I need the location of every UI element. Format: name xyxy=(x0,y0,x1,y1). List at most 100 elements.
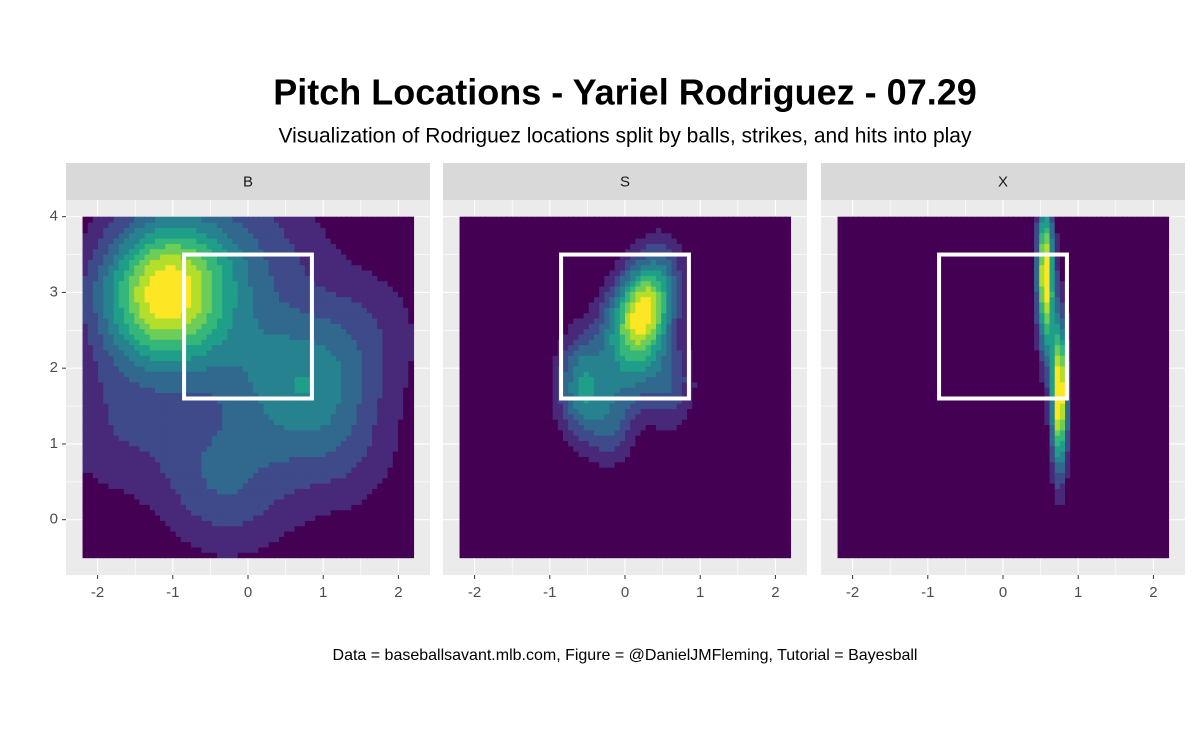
density-cell xyxy=(108,419,115,426)
density-cell xyxy=(315,355,321,362)
density-cell xyxy=(279,435,285,441)
density-cell xyxy=(123,509,130,516)
density-cell xyxy=(304,232,311,239)
density-cell xyxy=(325,227,332,234)
density-cell xyxy=(764,509,771,516)
density-cell xyxy=(764,520,771,527)
density-cell xyxy=(666,520,673,527)
density-cell xyxy=(341,307,347,314)
density-cell xyxy=(377,259,384,266)
density-cell xyxy=(113,333,120,340)
density-cell xyxy=(335,477,342,484)
density-cell xyxy=(108,285,115,292)
density-cell xyxy=(211,259,218,266)
density-cell xyxy=(139,477,146,484)
density-cell xyxy=(222,477,228,484)
density-cell xyxy=(749,514,755,521)
density-cell xyxy=(253,456,259,463)
density-cell xyxy=(377,435,384,441)
density-cell xyxy=(216,275,223,282)
density-cell xyxy=(268,365,275,372)
density-cell xyxy=(372,285,378,292)
density-cell xyxy=(397,456,404,463)
density-cell xyxy=(134,467,141,473)
density-cell xyxy=(361,408,368,415)
density-cell xyxy=(372,387,378,394)
density-cell xyxy=(237,376,244,383)
density-cell xyxy=(315,504,321,511)
density-cell xyxy=(103,264,109,271)
density-cell xyxy=(175,323,182,330)
density-cell xyxy=(108,461,115,468)
density-cell xyxy=(335,323,342,330)
density-cell xyxy=(108,493,115,500)
density-cell xyxy=(351,259,358,266)
density-cell xyxy=(403,504,409,511)
density-cell xyxy=(108,477,115,484)
density-cell xyxy=(206,344,213,351)
density-cell xyxy=(635,546,642,553)
density-cell xyxy=(346,429,353,436)
density-cell xyxy=(165,285,172,292)
density-cell xyxy=(87,493,94,500)
density-cell xyxy=(227,504,234,511)
density-cell xyxy=(279,445,285,452)
density-cell xyxy=(154,509,161,516)
density-cell xyxy=(289,504,296,511)
density-cell xyxy=(227,365,234,372)
density-cell xyxy=(366,237,373,244)
density-cell xyxy=(98,291,104,298)
density-cell xyxy=(372,264,378,271)
density-cell xyxy=(227,451,234,457)
density-cell xyxy=(459,498,466,505)
density-cell xyxy=(387,440,394,447)
density-cell xyxy=(382,514,389,521)
density-cell xyxy=(98,472,104,479)
density-cell xyxy=(268,296,275,303)
density-cell xyxy=(351,546,358,553)
density-cell xyxy=(139,301,146,308)
density-cell xyxy=(299,328,306,335)
density-cell xyxy=(154,477,161,484)
density-cell xyxy=(242,541,249,548)
density-cell xyxy=(346,232,353,239)
density-cell xyxy=(459,483,466,489)
density-cell xyxy=(738,498,745,505)
density-cell xyxy=(387,216,394,223)
density-cell xyxy=(144,408,151,415)
density-cell xyxy=(397,365,404,372)
density-cell xyxy=(294,451,301,457)
density-cell xyxy=(351,269,358,276)
density-cell xyxy=(578,520,585,527)
density-cell xyxy=(733,498,740,505)
density-cell xyxy=(134,323,141,330)
density-cell xyxy=(165,371,172,378)
density-cell xyxy=(403,397,409,404)
density-cell xyxy=(614,509,621,516)
density-cell xyxy=(139,541,146,548)
density-cell xyxy=(98,413,104,420)
density-cell xyxy=(681,504,688,511)
density-cell xyxy=(325,291,332,298)
density-cell xyxy=(154,259,161,266)
density-cell xyxy=(341,376,347,383)
density-cell xyxy=(382,456,389,463)
density-cell xyxy=(356,243,363,250)
density-cell xyxy=(139,546,146,553)
density-cell xyxy=(160,424,166,431)
density-cell xyxy=(170,520,177,527)
density-cell xyxy=(320,355,327,362)
density-cell xyxy=(248,371,254,378)
density-cell xyxy=(248,253,254,260)
density-cell xyxy=(346,509,353,516)
density-cell xyxy=(604,552,611,559)
density-cell xyxy=(738,536,745,543)
density-cell xyxy=(242,365,249,372)
density-cell xyxy=(366,546,373,553)
density-cell xyxy=(392,445,399,452)
density-cell xyxy=(201,397,208,404)
density-cell xyxy=(222,296,228,303)
density-cell xyxy=(191,504,197,511)
density-cell xyxy=(408,243,415,250)
density-cell xyxy=(206,296,213,303)
